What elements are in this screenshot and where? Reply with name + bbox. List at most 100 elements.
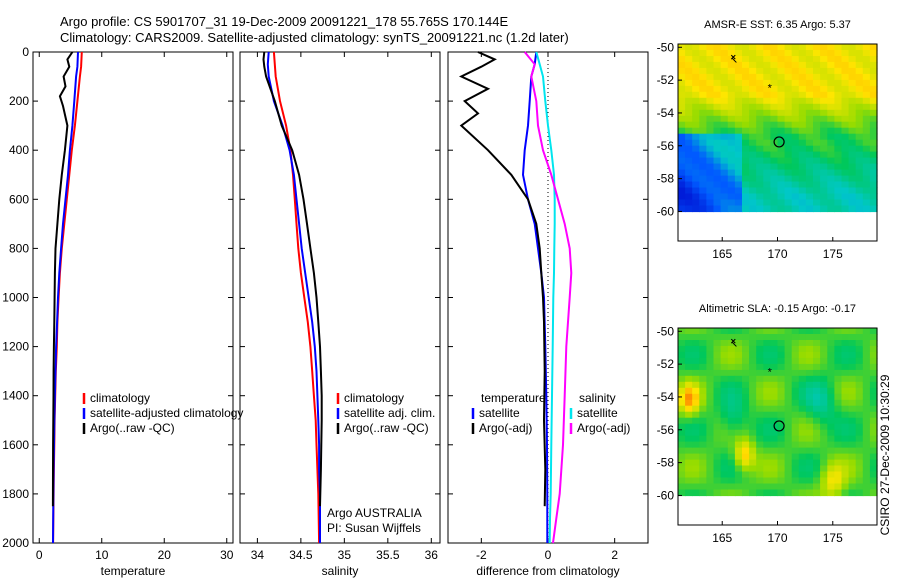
heatmap-cell [855,44,864,51]
heatmap-cell [763,375,771,383]
x-tick-label: 36 [425,548,439,562]
x-tick-label: 34 [251,548,265,562]
heatmap-cell [862,181,871,189]
heatmap-cell [862,175,871,183]
heatmap-cell [805,67,814,75]
heatmap-cell [727,67,736,75]
heatmap-cell [706,357,715,365]
heatmap-cell [813,56,821,63]
heatmap-cell [813,181,821,189]
heatmap-cell [841,489,850,497]
heatmap-cell [791,205,800,213]
heatmap-cell [706,50,715,57]
heatmap-cell [855,483,864,491]
heatmap-cell [749,453,757,461]
heatmap-cell [706,465,715,473]
x-tick-label: 2 [611,548,618,562]
heatmap-cell [763,423,771,431]
heatmap-cell [791,73,800,81]
y-tick-label: 800 [9,241,29,255]
heatmap-cell [756,187,764,195]
heatmap-cell [820,399,828,407]
heatmap-cell [813,340,821,347]
heatmap-cell [756,157,764,165]
heatmap-cell [685,417,693,425]
heatmap-cell [848,387,857,395]
heatmap-cell [692,127,700,135]
heatmap-cell [692,163,700,171]
heatmap-cell [834,67,843,75]
heatmap-cell [834,334,843,341]
heatmap-cell [855,133,864,141]
heatmap-cell [805,187,814,195]
heatmap-cell [855,187,864,195]
heatmap-cell [685,363,693,371]
heatmap-cell [685,67,693,75]
heatmap-cell [727,465,736,473]
heatmap-cell [678,50,686,57]
heatmap-cell [713,169,722,177]
heatmap-cell [685,471,693,479]
heatmap-cell [770,369,779,377]
heatmap-cell [784,435,793,443]
heatmap-cell [692,399,700,407]
heatmap-cell [692,56,700,63]
heatmap-cell [869,85,878,93]
heatmap-cell [777,465,786,473]
heatmap-cell [727,157,736,165]
heatmap-cell [727,181,736,189]
heatmap-cell [777,157,786,165]
heatmap-cell [798,453,807,461]
heatmap-cell [749,115,757,123]
heatmap-cell [756,375,764,383]
heatmap-cell [784,477,793,485]
heatmap-cell [727,387,736,395]
heatmap-cell [798,483,807,491]
heatmap-cell [770,169,779,177]
heatmap-cell [777,483,786,491]
heatmap-cell [784,115,793,123]
heatmap-cell [820,205,828,213]
heatmap-cell [756,357,764,365]
heatmap-cell [770,187,779,195]
heatmap-cell [706,393,715,401]
heatmap-cell [770,109,779,117]
heatmap-cell [742,411,750,419]
heatmap-cell [685,121,693,129]
heatmap-cell [756,453,764,461]
heatmap-cell [727,393,736,401]
heatmap-cell [749,169,757,177]
heatmap-cell [827,453,835,461]
heatmap-cell [841,169,850,177]
heatmap-cell [692,193,700,201]
heatmap-cell [834,387,843,395]
heatmap-cell [734,73,743,81]
heatmap-cell [855,363,864,371]
heatmap-cell [777,44,786,51]
heatmap-cell [713,199,722,207]
heatmap-cell [798,133,807,141]
heatmap-cell [791,127,800,135]
heatmap-cell [820,67,828,75]
heatmap-cell [699,453,707,461]
heatmap-cell [805,199,814,207]
heatmap-cell [713,459,722,467]
heatmap-cell [848,405,857,413]
heatmap-cell [734,363,743,371]
heatmap-cell [777,61,786,69]
heatmap-cell [678,465,686,473]
heatmap-cell [678,351,686,359]
heatmap-cell [692,115,700,123]
heatmap-cell [841,453,850,461]
heatmap-cell [820,127,828,135]
heatmap-cell [805,369,814,377]
heatmap-cell [869,79,878,87]
heatmap-cell [834,121,843,129]
heatmap-cell [763,447,771,455]
heatmap-cell [841,175,850,183]
heatmap-cell [713,405,722,413]
heatmap-cell [699,483,707,491]
heatmap-cell [734,187,743,195]
y-tick-label: -50 [657,40,675,54]
heatmap-cell [734,103,743,111]
